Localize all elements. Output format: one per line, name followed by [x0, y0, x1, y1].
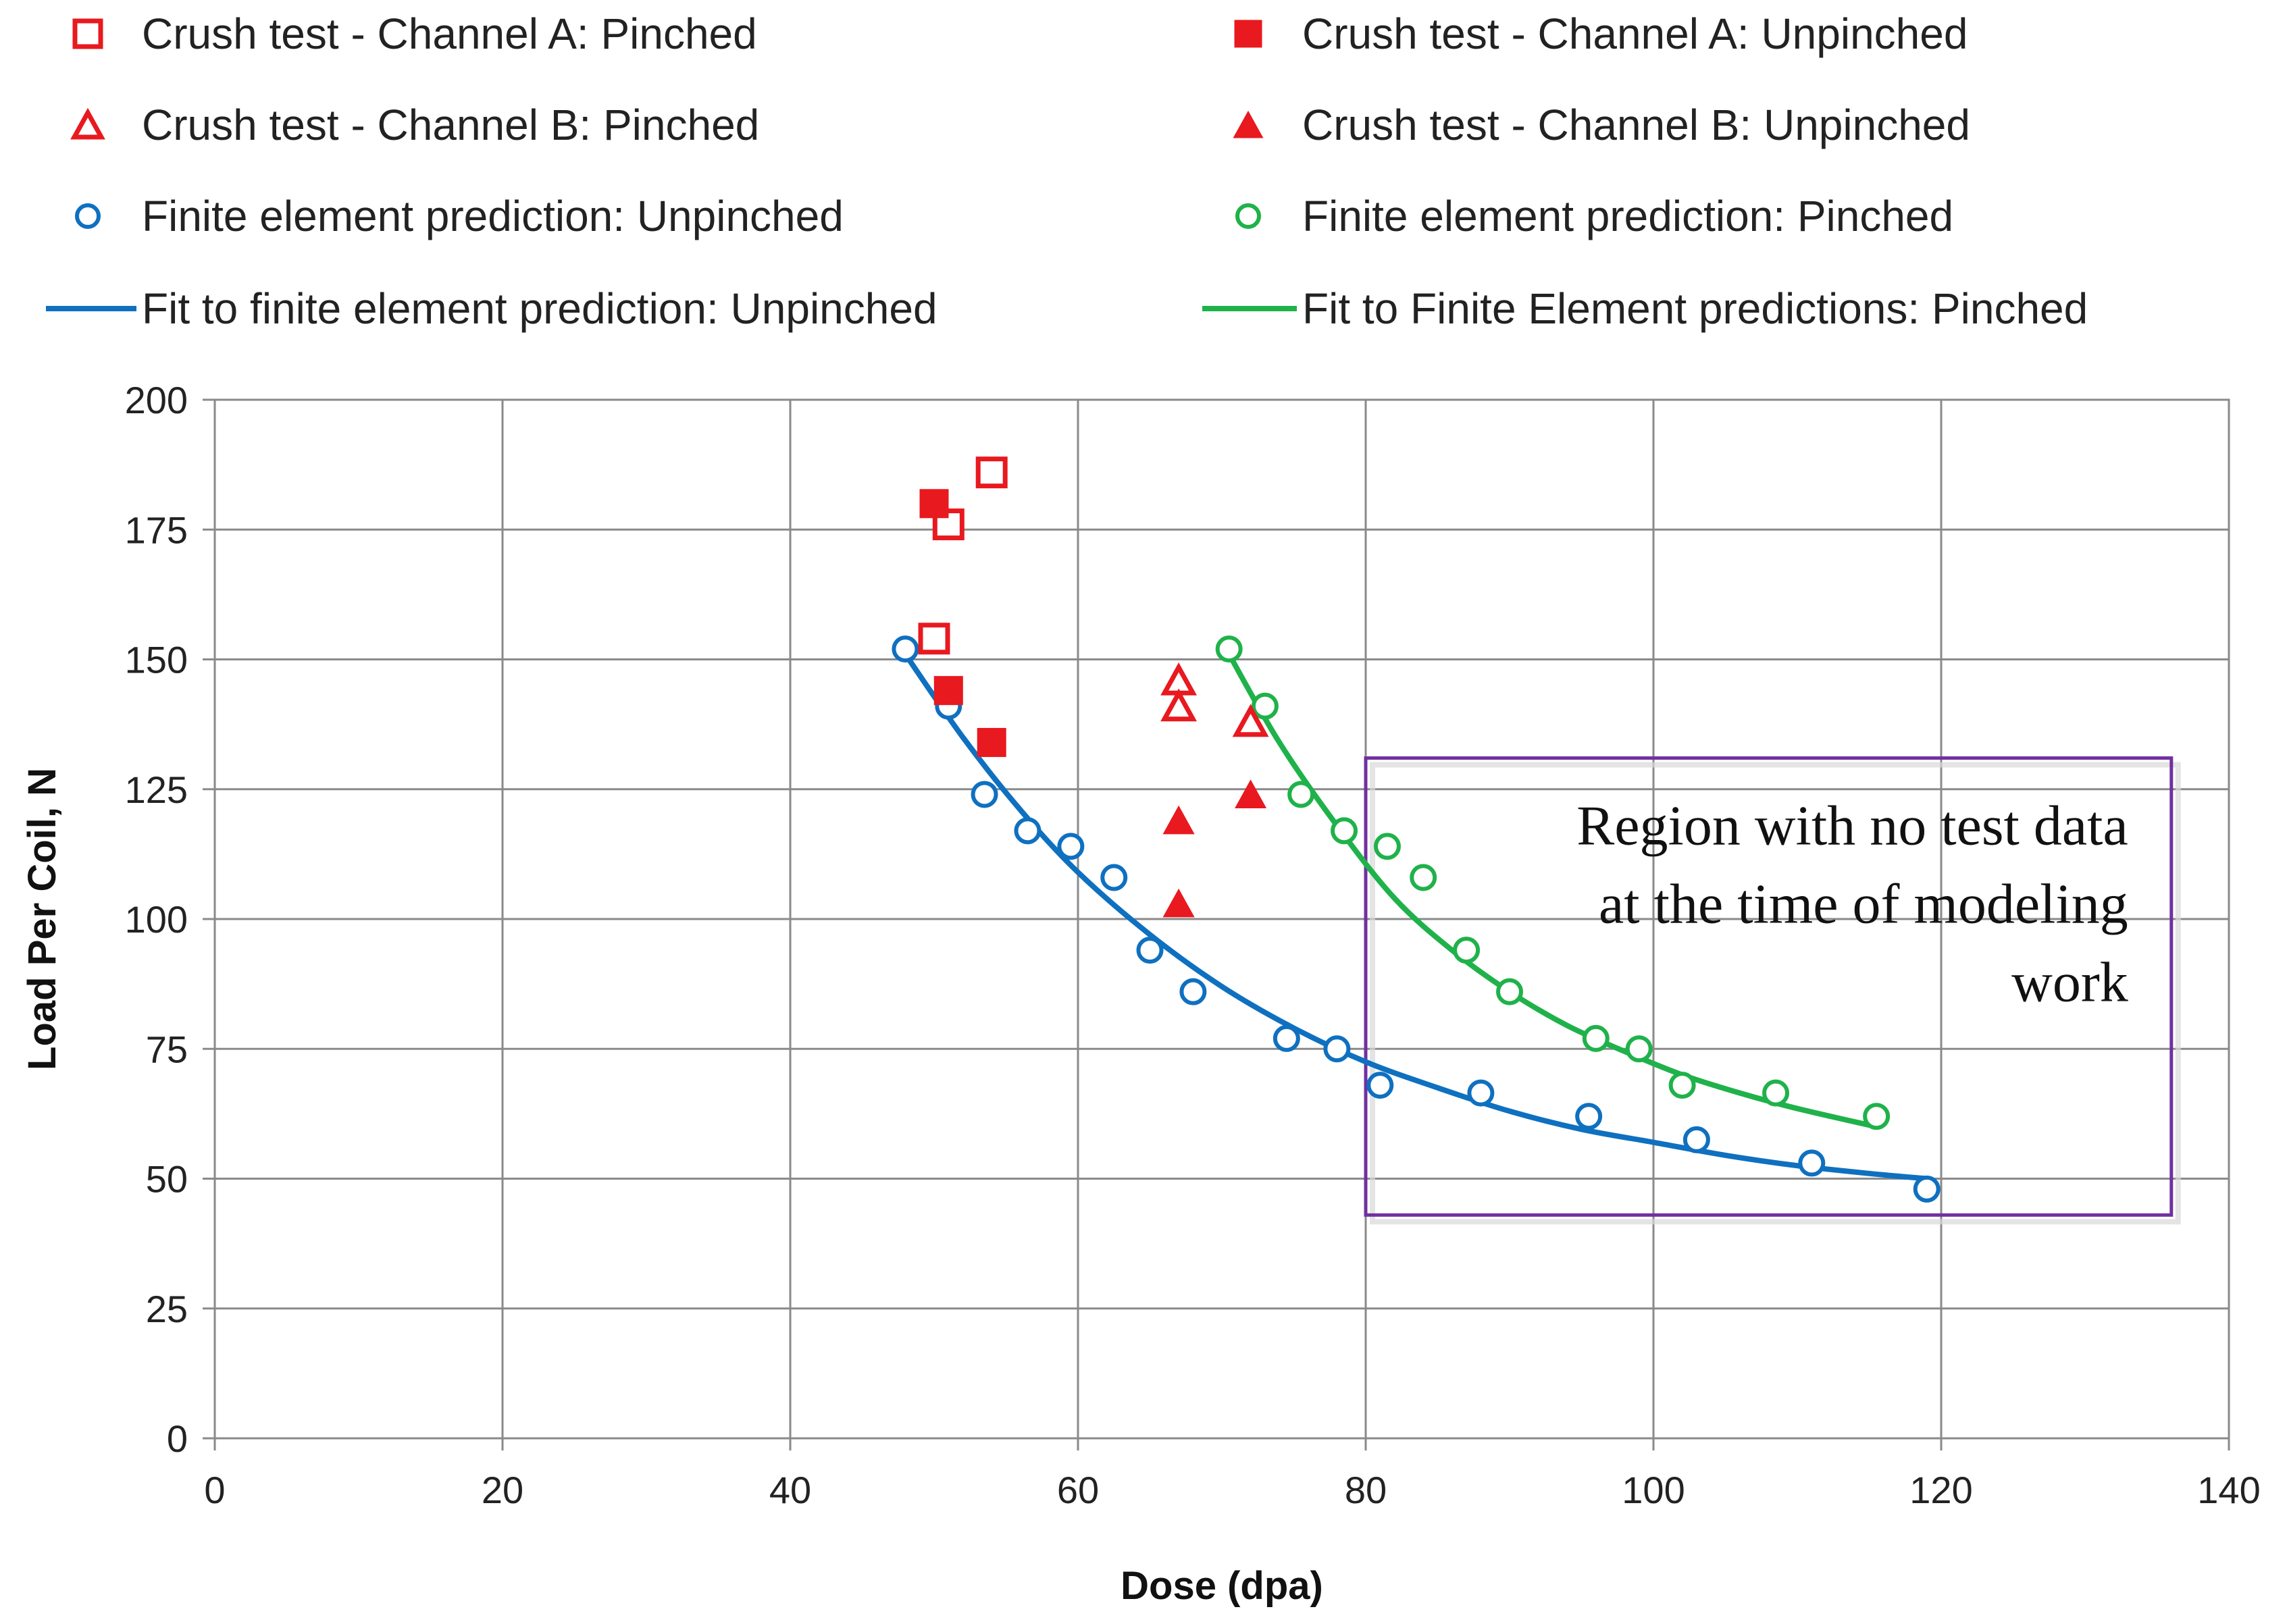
data-point	[1453, 937, 1481, 964]
x-tick-label: 60	[1057, 1469, 1099, 1511]
data-point	[1668, 1072, 1696, 1099]
legend-item-crush-test-channel-a-pinched: Crush test - Channel A: Pinched	[72, 9, 757, 58]
data-point	[1014, 817, 1042, 845]
data-point	[1863, 1103, 1891, 1130]
legend-label: Crush test - Channel A: Pinched	[142, 9, 757, 58]
legend-marker-swatch	[75, 203, 101, 229]
legend-label: Crush test - Channel B: Pinched	[142, 101, 759, 149]
legend-marker-swatch	[1234, 20, 1262, 48]
data-point	[919, 489, 949, 519]
data-point	[1373, 833, 1401, 860]
series-layer	[892, 456, 1941, 1203]
series-crush-test-channel-a-pinched	[918, 456, 1008, 655]
legend-item-fit-to-finite-element-predictions-pinched: Fit to Finite Element predictions: Pinch…	[1202, 284, 2088, 333]
legend-label: Finite element prediction: Unpinched	[142, 192, 844, 240]
x-axis-title: Dose (dpa)	[1121, 1564, 1323, 1608]
data-point	[975, 456, 1008, 489]
data-point	[1287, 781, 1315, 808]
y-axis-title: Load Per Coil, N	[20, 768, 64, 1070]
x-tick-label: 20	[482, 1469, 523, 1511]
x-tick-label: 120	[1909, 1469, 1972, 1511]
data-point	[1366, 1072, 1394, 1099]
legend-label: Fit to Finite Element predictions: Pinch…	[1302, 284, 2088, 333]
legend-marker-swatch	[1235, 203, 1261, 229]
data-point	[1331, 817, 1358, 845]
legend: Crush test - Channel A: Pinched Crush tes…	[46, 9, 2088, 333]
data-point	[1215, 635, 1243, 663]
data-point	[977, 728, 1006, 758]
y-tick-label: 100	[125, 898, 188, 941]
legend-label: Crush test - Channel B: Unpinched	[1302, 101, 1970, 149]
data-point	[1235, 779, 1267, 808]
y-tick-label: 150	[125, 639, 188, 681]
annotation-shadow	[1370, 762, 2181, 1225]
annotation-region: Region with no test data at the time of m…	[1364, 756, 2181, 1225]
x-tick-label: 140	[2197, 1469, 2260, 1511]
y-tick-label: 75	[146, 1028, 188, 1070]
series-crush-test-channel-b-unpinched	[1162, 779, 1267, 918]
data-point	[1162, 888, 1195, 918]
y-tick-label: 0	[167, 1417, 188, 1460]
y-tick-label: 25	[146, 1288, 188, 1330]
data-point	[1160, 688, 1198, 722]
data-point	[1179, 978, 1207, 1005]
legend-item-finite-element-prediction-pinched: Finite element prediction: Pinched	[1235, 192, 1953, 240]
x-tick-label: 80	[1345, 1469, 1387, 1511]
data-point	[1798, 1149, 1826, 1177]
data-point	[1575, 1103, 1603, 1130]
annotation-text: work	[2011, 951, 2128, 1014]
data-point	[1323, 1035, 1351, 1063]
legend-item-crush-test-channel-b-unpinched: Crush test - Channel B: Unpinched	[1233, 101, 1970, 149]
series-crush-test-channel-b-pinched	[1160, 662, 1269, 737]
legend-marker-swatch	[1233, 110, 1264, 138]
data-point	[1625, 1035, 1653, 1063]
data-point	[1913, 1175, 1941, 1203]
data-point	[1251, 692, 1279, 720]
y-tick-label: 125	[125, 768, 188, 811]
data-point	[1410, 864, 1437, 891]
legend-label: Crush test - Channel A: Unpinched	[1302, 9, 1968, 58]
annotation-box	[1364, 756, 2174, 1217]
data-point	[1762, 1079, 1790, 1107]
data-point	[892, 635, 919, 663]
annotation-text: Region with no test data	[1576, 795, 2128, 858]
data-point	[1496, 978, 1523, 1005]
y-axis-ticks: 0 25 50 75 100 125 150 175 200	[125, 379, 215, 1460]
legend-item-fit-to-finite-element-prediction-unpinched: Fit to finite element prediction: Unpinc…	[46, 284, 937, 333]
data-point	[1100, 864, 1128, 891]
data-point	[1232, 704, 1269, 737]
y-tick-label: 50	[146, 1158, 188, 1201]
x-tick-label: 100	[1622, 1469, 1685, 1511]
data-point	[1136, 937, 1164, 964]
data-point	[971, 781, 998, 808]
legend-item-crush-test-channel-a-unpinched: Crush test - Channel A: Unpinched	[1234, 9, 1968, 58]
data-point	[1582, 1024, 1610, 1052]
x-tick-label: 0	[204, 1469, 225, 1511]
x-axis-ticks: 0 20 40 60 80 100 120 140	[204, 1438, 2261, 1511]
data-point	[1057, 833, 1085, 860]
x-tick-label: 40	[769, 1469, 811, 1511]
legend-label: Finite element prediction: Pinched	[1302, 192, 1953, 240]
series-finite-element-prediction-unpinched	[892, 635, 1941, 1203]
annotation-text: at the time of modeling	[1599, 873, 2128, 936]
legend-item-finite-element-prediction-unpinched: Finite element prediction: Unpinched	[75, 192, 844, 240]
y-tick-label: 200	[125, 379, 188, 421]
legend-marker-swatch	[70, 107, 105, 140]
legend-marker-swatch	[72, 18, 103, 49]
series-finite-element-prediction-pinched	[1215, 635, 1891, 1130]
legend-label: Fit to finite element prediction: Unpinc…	[142, 284, 937, 333]
legend-item-crush-test-channel-b-pinched: Crush test - Channel B: Pinched	[70, 101, 759, 149]
series-crush-test-channel-a-unpinched	[919, 489, 1006, 758]
data-point	[1273, 1024, 1300, 1052]
data-point	[1162, 805, 1195, 835]
data-point	[918, 623, 950, 655]
data-point	[1467, 1079, 1495, 1107]
data-point	[933, 676, 963, 706]
y-tick-label: 175	[125, 508, 188, 551]
data-point	[1682, 1126, 1710, 1153]
